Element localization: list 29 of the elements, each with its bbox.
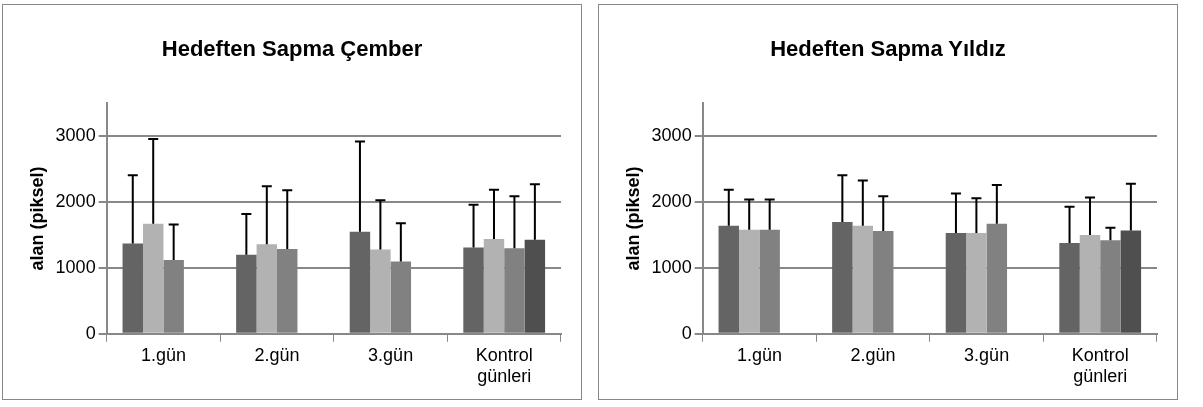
y-tick-label: 0 xyxy=(681,322,692,343)
chart-title: Hedeften Sapma Yıldız xyxy=(770,36,1006,62)
bar xyxy=(256,244,278,333)
y-tick-label: 3000 xyxy=(55,125,96,146)
y-tick-label: 1000 xyxy=(651,256,692,277)
bar xyxy=(236,254,257,333)
x-tick-label: Kontrol günleri xyxy=(1071,344,1129,387)
y-tick-label: 2000 xyxy=(651,191,692,212)
bar xyxy=(370,249,391,333)
x-tick-label: 3.gün xyxy=(964,344,1010,365)
y-tick-label: 3000 xyxy=(651,125,692,146)
x-tick-label: 1.gün xyxy=(736,344,782,365)
y-tick-label: 2000 xyxy=(55,191,96,212)
x-tick-label: 3.gün xyxy=(368,344,414,365)
bar xyxy=(349,231,371,333)
bar xyxy=(463,247,484,333)
x-tick-label: Kontrol günleri xyxy=(475,344,533,387)
y-tick-label: 0 xyxy=(85,322,96,343)
y-axis-title: alan (piksel) xyxy=(26,166,47,271)
y-tick-label: 1000 xyxy=(55,256,96,277)
x-tick-label: 1.gün xyxy=(140,344,186,365)
y-axis-title: alan (piksel) xyxy=(622,166,643,271)
bar xyxy=(122,243,143,333)
bar xyxy=(142,223,164,333)
x-tick-label: 2.gün xyxy=(850,344,896,365)
bar xyxy=(524,239,546,333)
x-tick-label: 2.gün xyxy=(254,344,300,365)
bar xyxy=(483,239,505,333)
chart-title: Hedeften Sapma Çember xyxy=(161,36,423,62)
